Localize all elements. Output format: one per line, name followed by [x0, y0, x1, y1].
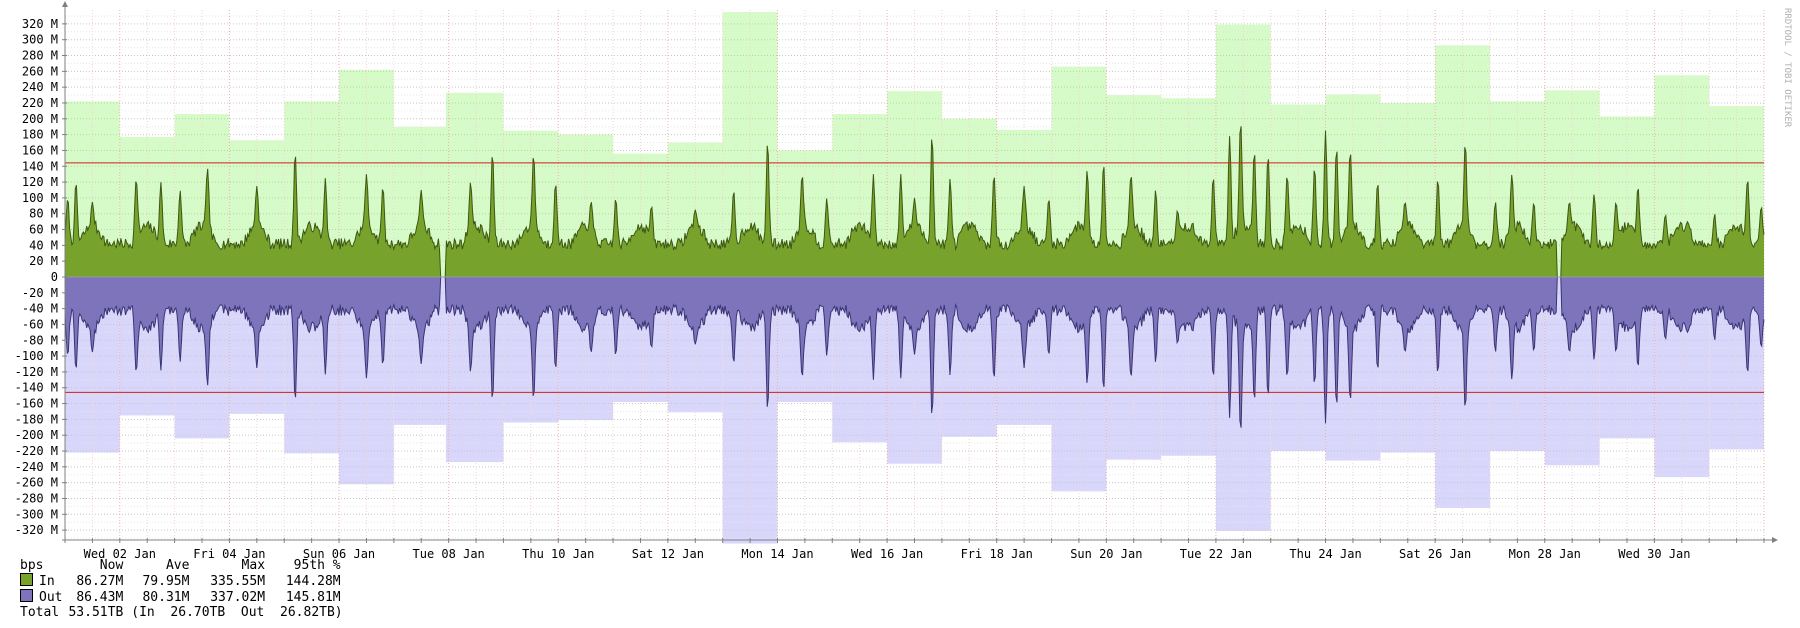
y-tick-label: -260 M: [15, 476, 58, 490]
y-tick-label: -120 M: [15, 365, 58, 379]
y-tick-label: 260 M: [22, 64, 58, 78]
legend-name-in: In: [39, 574, 55, 589]
legend-header-ave: Ave: [165, 558, 190, 573]
legend-table: bps Now Ave Max 95th % In 86.27M 79.95M …: [20, 558, 349, 620]
legend-name-out: Out: [39, 590, 63, 605]
y-tick-label: 160 M: [22, 143, 58, 157]
legend-header-max: Max: [241, 558, 266, 573]
y-tick-label: 180 M: [22, 128, 58, 142]
y-tick-label: 300 M: [22, 33, 58, 47]
y-tick-label: -140 M: [15, 381, 58, 395]
y-tick-label: 100 M: [22, 191, 58, 205]
y-tick-label: -180 M: [15, 412, 58, 426]
legend-out-max: 337.02M: [210, 589, 266, 605]
x-tick-label: Sat 12 Jan: [632, 547, 704, 560]
legend-total-row: Total 53.51TB (In 26.70TB Out 26.82TB): [20, 605, 349, 620]
y-tick-label: 60 M: [29, 223, 58, 237]
legend-header-row: bps Now Ave Max 95th %: [20, 558, 349, 573]
legend: bps Now Ave Max 95th % In 86.27M 79.95M …: [20, 558, 349, 620]
y-tick-label: 140 M: [22, 159, 58, 173]
y-tick-label: -300 M: [15, 507, 58, 521]
y-tick-label: 240 M: [22, 80, 58, 94]
x-tick-label: Thu 10 Jan: [522, 547, 594, 560]
y-tick-label: -240 M: [15, 460, 58, 474]
y-tick-label: 200 M: [22, 112, 58, 126]
x-tick-label: Mon 14 Jan: [741, 547, 813, 560]
series-line-out: [64, 276, 1765, 428]
y-axis-arrow: [62, 1, 68, 7]
y-tick-label: 120 M: [22, 175, 58, 189]
legend-unit-label: bps: [20, 558, 44, 573]
legend-out-p95: 145.81M: [285, 589, 341, 605]
legend-total-out-value: 26.82TB): [280, 605, 343, 620]
x-tick-label: Sun 06 Jan: [303, 547, 375, 560]
series-areas: [64, 126, 1765, 428]
x-tick-label: Wed 02 Jan: [84, 547, 156, 560]
x-tick-label: Mon 28 Jan: [1509, 547, 1581, 560]
y-tick-label: -100 M: [15, 349, 58, 363]
legend-total-out-label: Out: [240, 605, 265, 620]
x-tick-label: Thu 24 Jan: [1289, 547, 1361, 560]
x-tick-label: Sun 20 Jan: [1070, 547, 1142, 560]
y-tick-label: 20 M: [29, 254, 58, 268]
legend-total-in-label: (In: [131, 605, 155, 620]
y-tick-label: -40 M: [22, 302, 58, 316]
legend-in-now: 86.27M: [76, 573, 124, 589]
watermark-text: RRDTOOL / TOBI OETIKER: [1782, 8, 1792, 128]
y-tick-label: -160 M: [15, 397, 58, 411]
series-line-in: [64, 126, 1765, 278]
y-tick-label: -200 M: [15, 428, 58, 442]
y-tick-label: 220 M: [22, 96, 58, 110]
axes: [62, 1, 1778, 543]
x-tick-label: Fri 18 Jan: [961, 547, 1033, 560]
x-tick-label: Tue 22 Jan: [1180, 547, 1252, 560]
y-tick-label: -80 M: [22, 333, 58, 347]
x-tick-labels: Wed 02 Jan Fri 04 Jan Sun 06 Jan Tue 08 Jan…: [84, 547, 1691, 560]
x-tick-label: Fri 04 Jan: [193, 547, 265, 560]
y-tick-label: -280 M: [15, 491, 58, 505]
legend-header-p95: 95th %: [293, 558, 341, 573]
y-tick-label: -60 M: [22, 317, 58, 331]
legend-total-in-value: 26.70TB: [170, 605, 226, 620]
legend-out-now: 86.43M: [76, 589, 124, 605]
legend-row-in: In 86.27M 79.95M 335.55M 144.28M: [20, 573, 349, 589]
legend-in-max: 335.55M: [210, 573, 266, 589]
x-axis-arrow: [1772, 537, 1778, 543]
legend-swatch-in: [20, 573, 33, 586]
y-tick-label: -320 M: [15, 523, 58, 537]
x-tick-label: Sat 26 Jan: [1399, 547, 1471, 560]
legend-total-label: Total: [20, 605, 60, 620]
y-tick-label: 80 M: [29, 207, 58, 221]
legend-in-p95: 144.28M: [285, 573, 341, 589]
legend-in-ave: 79.95M: [142, 573, 190, 589]
legend-out-ave: 80.31M: [142, 589, 190, 605]
legend-swatch-out: [20, 589, 33, 602]
x-tick-label: Wed 16 Jan: [851, 547, 923, 560]
legend-total-breakdown: (In 26.70TB Out 26.82TB): [131, 605, 348, 620]
percentile-95-lines: [65, 162, 1764, 393]
y-tick-label: 280 M: [22, 49, 58, 63]
y-tick-label: 40 M: [29, 238, 58, 252]
legend-total-value: 53.51TB: [68, 605, 124, 620]
y-tick-label: -20 M: [22, 286, 58, 300]
x-tick-label: Tue 08 Jan: [413, 547, 485, 560]
y-tick-label: 0: [51, 270, 58, 284]
y-tick-label: 320 M: [22, 17, 58, 31]
legend-row-out: Out 86.43M 80.31M 337.02M 145.81M: [20, 589, 349, 605]
y-tick-label: -220 M: [15, 444, 58, 458]
x-tick-label: Wed 30 Jan: [1618, 547, 1690, 560]
legend-header-now: Now: [99, 558, 124, 573]
